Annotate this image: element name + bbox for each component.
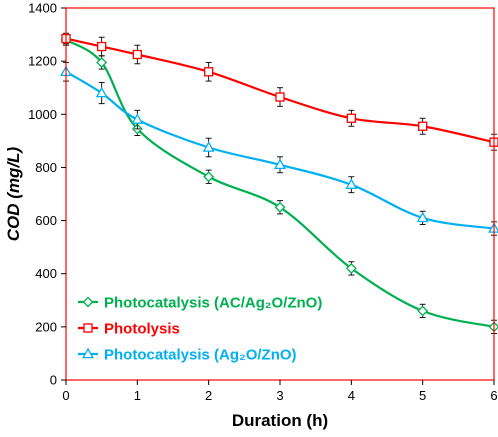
y-tick-label: 1000 [28,107,57,122]
legend: Photocatalysis (AC/Ag₂O/ZnO) Photolysis Ph… [78,295,322,364]
y-axis-title: COD (mg/L) [4,146,23,241]
data-point-series-1 [417,305,429,317]
data-point-series-2 [275,92,285,102]
legend-label: Photocatalysis (AC/Ag₂O/ZnO) [104,295,322,312]
y-tick-label: 1400 [28,1,57,16]
data-point-series-1 [203,171,215,183]
x-tick-label: 4 [348,388,355,403]
x-tick-label: 2 [205,388,212,403]
series-line-1 [65,38,495,328]
data-point-series-2 [204,67,214,77]
data-point-series-2 [97,41,107,52]
data-point-series-2 [346,113,356,123]
y-tick-label: 600 [35,213,57,228]
data-point-series-3 [345,178,358,189]
x-tick-label: 0 [62,388,69,403]
legend-marker [83,323,93,333]
data-point-series-3 [202,141,215,152]
data-point-series-3 [274,158,286,170]
x-axis-title: Duration (h) [232,411,328,430]
data-point-series-1 [96,57,108,68]
y-tick-label: 800 [35,160,57,175]
x-axis: 0 1 2 3 4 5 6 [62,380,498,403]
legend-label: Photocatalysis (Ag₂O/ZnO) [104,347,297,364]
x-tick-label: 3 [276,388,283,403]
y-tick-label: 0 [50,373,57,388]
y-axis: 0 200 400 600 800 1000 1200 1400 [28,1,66,388]
data-point-series-3 [416,211,429,223]
y-tick-label: 400 [35,266,57,281]
data-point-series-2 [132,49,142,60]
legend-marker [82,296,94,308]
data-point-series-3 [95,86,108,98]
data-point-series-1 [274,201,286,213]
y-tick-label: 1200 [28,54,57,69]
data-point-series-3 [131,113,144,124]
x-tick-label: 1 [134,388,141,403]
x-tick-label: 5 [419,388,426,403]
data-point-series-2 [418,121,428,131]
series-line-3 [65,70,495,230]
data-point-series-1 [345,262,357,274]
x-tick-label: 6 [490,388,497,403]
legend-marker [82,347,94,359]
y-tick-label: 200 [35,319,57,334]
legend-label: Photolysis [104,321,180,338]
